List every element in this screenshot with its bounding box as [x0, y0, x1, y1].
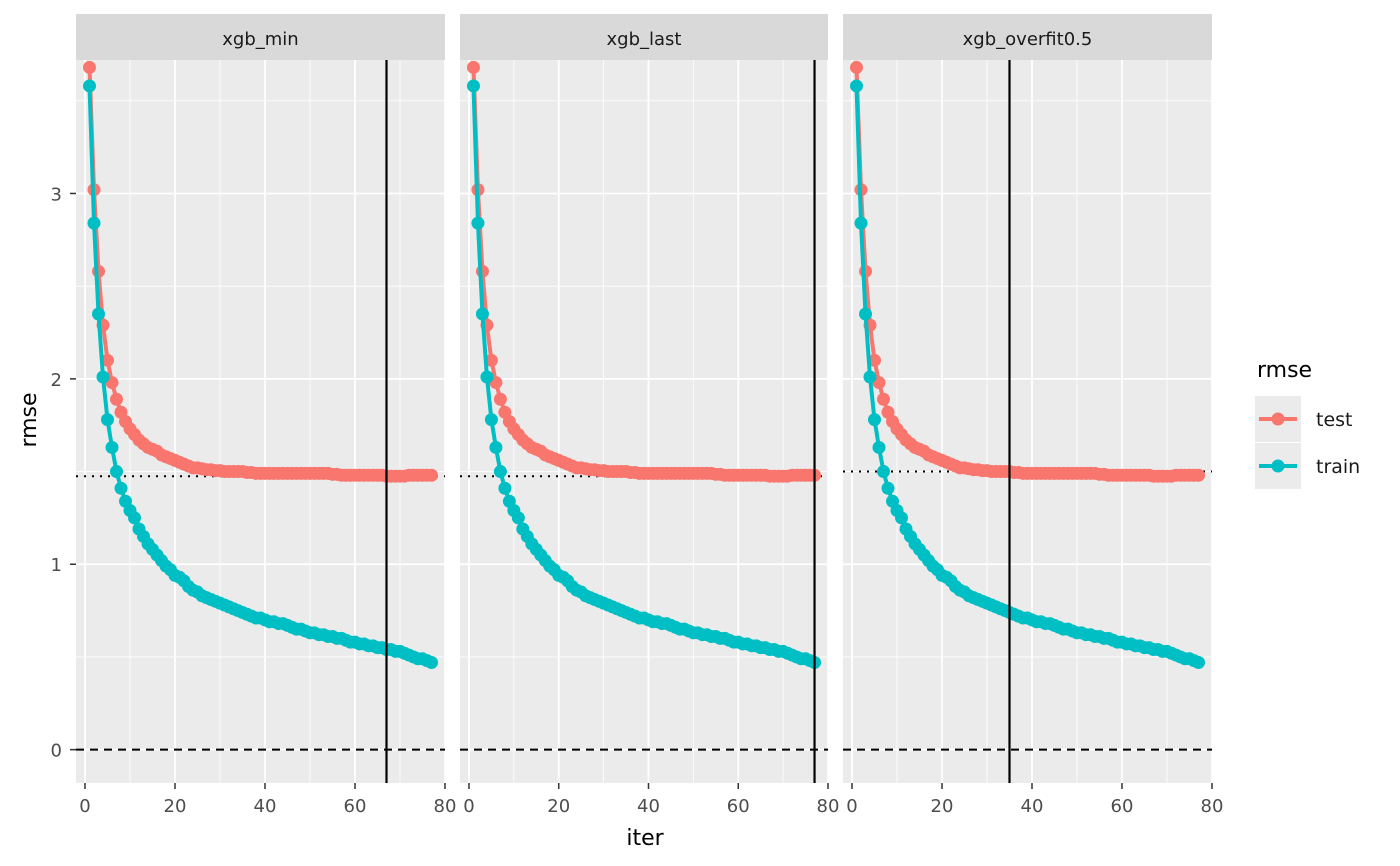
data-point-train [96, 370, 110, 384]
data-point-train [92, 307, 105, 321]
data-point-train [493, 465, 507, 479]
data-point-test [1192, 468, 1205, 482]
x-tick-label: 20 [164, 796, 187, 817]
data-point-train [498, 481, 512, 495]
x-tick-label: 0 [463, 796, 474, 817]
y-tick-label: 1 [51, 555, 62, 576]
series-train [466, 79, 822, 669]
data-point-test [484, 353, 498, 367]
data-point-train [471, 216, 485, 230]
data-point-test [868, 353, 881, 367]
x-tick-label: 60 [344, 796, 367, 817]
data-point-train [105, 440, 119, 454]
data-point-train [895, 511, 908, 525]
legend-label: train [1316, 456, 1360, 478]
x-axis-title: iter [626, 826, 664, 851]
data-point-test [466, 60, 480, 74]
data-point-train [863, 370, 877, 384]
facet-strip [76, 14, 445, 60]
data-point-train [868, 413, 881, 427]
data-point-train [480, 370, 494, 384]
data-point-train [877, 465, 890, 479]
data-point-test [493, 392, 507, 406]
data-point-train [87, 216, 101, 230]
data-point-train [854, 216, 868, 230]
legend-key-point [1271, 459, 1285, 473]
panel-background [460, 60, 828, 783]
data-point-train [850, 79, 863, 93]
legend-item-test: test [1255, 396, 1353, 442]
x-tick-label: 40 [637, 796, 660, 817]
data-point-train [466, 79, 480, 93]
data-point-train [128, 511, 141, 525]
facet-panel-xgb_overfit0.5: xgb_overfit0.5 0 20 40 60 80 [843, 14, 1223, 817]
panel-background [76, 60, 445, 783]
x-tick-label: 0 [79, 796, 90, 817]
data-point-train [872, 440, 886, 454]
legend: rmse test train [1255, 358, 1360, 489]
x-tick-label: 80 [1201, 796, 1224, 817]
x-tick-label: 20 [931, 796, 954, 817]
legend-label: test [1316, 409, 1353, 431]
data-point-test [425, 468, 438, 482]
data-point-train [489, 440, 503, 454]
x-tick-label: 40 [1021, 796, 1044, 817]
x-tick-label: 80 [817, 796, 840, 817]
series-test [850, 60, 1205, 483]
x-tick-label: 40 [254, 796, 277, 817]
data-point-train [859, 307, 872, 321]
data-point-train [1192, 656, 1205, 669]
y-axis: 0 1 2 3 [51, 184, 76, 762]
legend-title: rmse [1257, 358, 1312, 383]
series-test [83, 60, 438, 483]
x-tick-label: 60 [727, 796, 750, 817]
data-point-train [114, 481, 128, 495]
x-tick-label: 0 [846, 796, 857, 817]
series-train [850, 79, 1205, 669]
data-point-train [484, 413, 498, 427]
facet-panel-xgb_min: xgb_min 0 20 40 60 80 [76, 14, 456, 817]
series-train [83, 79, 438, 669]
data-point-train [101, 413, 114, 427]
data-point-test [101, 353, 114, 367]
x-tick-label: 60 [1111, 796, 1134, 817]
y-tick-label: 2 [51, 370, 62, 391]
data-point-train [881, 481, 895, 495]
y-axis-title: rmse [17, 392, 42, 447]
y-tick-label: 0 [51, 741, 62, 762]
legend-item-train: train [1255, 443, 1360, 489]
facet-strip [843, 14, 1212, 60]
facet-panel-xgb_last: xgb_last 0 20 40 60 80 [460, 14, 839, 817]
data-point-train [110, 465, 123, 479]
facet-strip [460, 14, 828, 60]
x-tick-label: 80 [434, 796, 457, 817]
facet-strip-label: xgb_overfit0.5 [963, 29, 1093, 50]
data-point-train [475, 307, 489, 321]
x-tick-label: 20 [547, 796, 570, 817]
facet-strip-label: xgb_last [607, 29, 682, 50]
data-point-train [425, 656, 438, 669]
data-point-test [110, 392, 123, 406]
data-point-test [83, 60, 96, 74]
panel-background [843, 60, 1212, 783]
data-point-train [511, 511, 525, 525]
legend-key-point [1271, 412, 1285, 426]
y-tick-label: 3 [51, 184, 62, 205]
facet-strip-label: xgb_min [222, 29, 298, 50]
data-point-test [850, 60, 863, 74]
data-point-train [83, 79, 96, 93]
data-point-test [877, 392, 890, 406]
